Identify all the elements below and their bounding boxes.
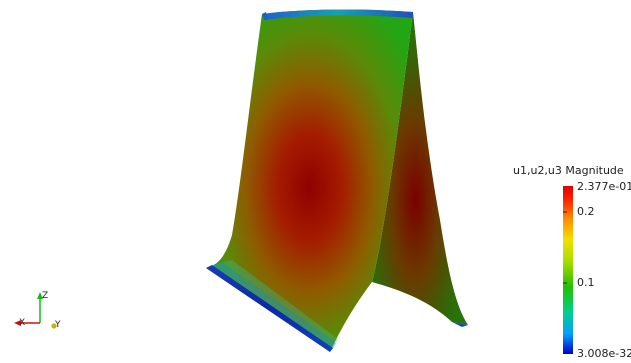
colorbar-tick-label-0.2: 0.2 — [577, 205, 595, 218]
axis-y-label: Y — [54, 320, 61, 330]
colorbar-max-label: 2.377e-01 — [577, 180, 631, 193]
axis-z-label: Z — [42, 291, 48, 301]
axis-x-label: X — [19, 318, 25, 328]
orientation-axes: Z X Y — [14, 291, 61, 330]
surface-front-sheet — [206, 9, 413, 352]
surface-top-edge — [262, 9, 413, 20]
colorbar-min-label: 3.008e-32 — [577, 347, 631, 360]
colorbar — [563, 186, 573, 354]
surface-bottom-edge — [206, 260, 338, 352]
surface-back-sheet — [372, 12, 468, 327]
colorbar-title: u1,u2,u3 Magnitude — [513, 164, 624, 177]
colorbar-tick-label-0.1: 0.1 — [577, 276, 595, 289]
